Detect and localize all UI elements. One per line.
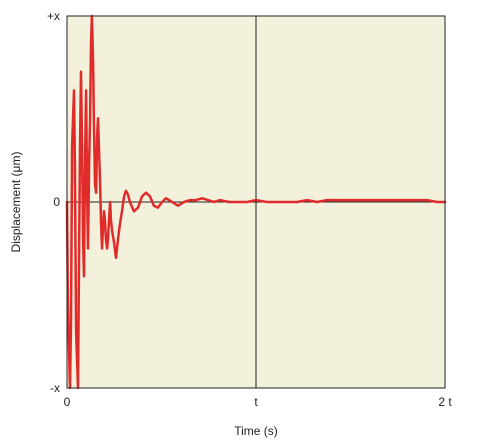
x-axis-label: Time (s) <box>234 424 278 438</box>
y-tick-label-0: +x <box>47 9 60 23</box>
x-tick-label-0: 0 <box>64 395 71 409</box>
plot-frame <box>66 15 446 389</box>
y-axis-label: Displacement (μm) <box>9 152 23 253</box>
series-line-0 <box>65 14 447 390</box>
y-tick-labels: +x 0 -x <box>47 9 60 395</box>
y-tick-label-2: -x <box>50 381 60 395</box>
x-tick-labels: 0 t 2 t <box>64 395 453 409</box>
x-tick-label-1: t <box>254 395 258 409</box>
x-tick-label-2: 2 t <box>438 395 452 409</box>
series-layer <box>65 14 447 390</box>
y-tick-label-1: 0 <box>53 195 60 209</box>
